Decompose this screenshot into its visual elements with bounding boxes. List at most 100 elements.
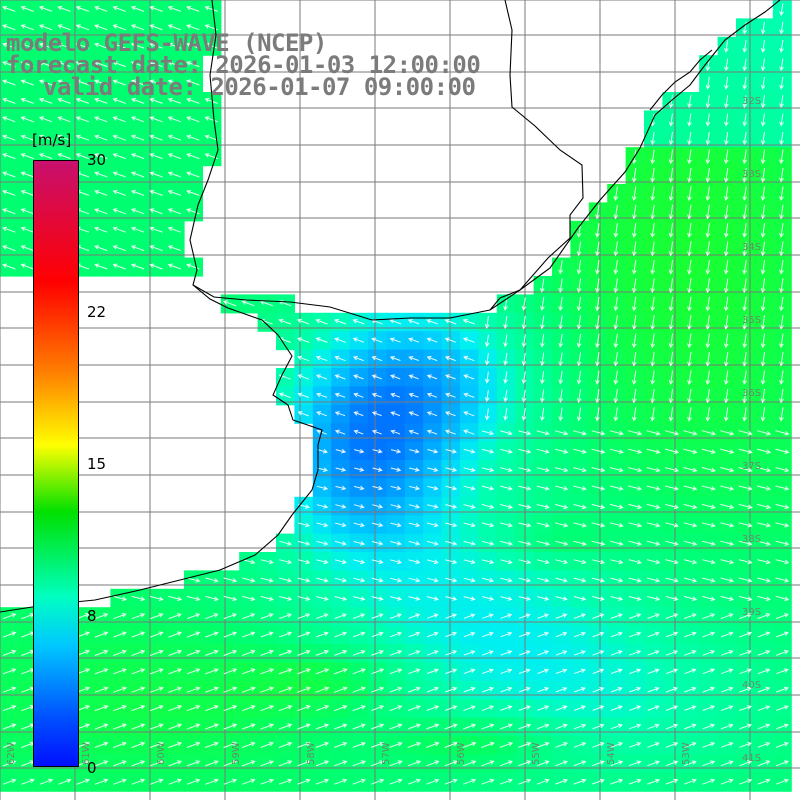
- wind-arrow: [536, 559, 550, 565]
- wind-arrow: [462, 760, 477, 767]
- lon-label: 61W: [81, 742, 92, 765]
- wind-arrow: [445, 485, 458, 491]
- wind-arrow: [647, 778, 661, 785]
- wind-arrow: [167, 171, 182, 178]
- wind-arrow: [521, 352, 527, 366]
- wind-arrow: [720, 613, 734, 620]
- wind-arrow: [613, 204, 619, 220]
- wind-arrow: [536, 448, 550, 454]
- wind-arrow: [168, 686, 183, 693]
- wind-arrow: [223, 577, 238, 583]
- wind-arrow: [112, 208, 126, 215]
- wind-arrow: [149, 171, 163, 178]
- wind-arrow: [57, 79, 71, 86]
- wind-arrow: [742, 149, 747, 165]
- wind-arrow: [775, 778, 789, 785]
- wind-arrow: [757, 577, 771, 583]
- wind-arrow: [665, 742, 679, 748]
- wind-arrow: [130, 153, 145, 160]
- wind-arrow: [664, 448, 680, 454]
- wind-arrow: [518, 741, 532, 748]
- wind-arrow: [353, 485, 365, 491]
- wind-arrow: [168, 613, 182, 620]
- wind-arrow: [574, 687, 586, 693]
- wind-arrow: [130, 263, 145, 270]
- wind-arrow: [518, 540, 532, 546]
- wind-arrow: [742, 131, 748, 146]
- wind-arrow: [427, 448, 439, 454]
- lon-label: 54W: [606, 742, 617, 765]
- wind-arrow: [536, 760, 550, 767]
- wind-arrow: [260, 778, 274, 785]
- wind-arrow: [591, 577, 605, 583]
- wind-arrow: [536, 467, 550, 473]
- wind-arrow: [315, 649, 330, 656]
- wind-arrow: [628, 559, 642, 565]
- wind-arrow: [683, 577, 698, 583]
- wind-arrow: [664, 430, 680, 436]
- wind-arrow: [389, 686, 403, 693]
- wind-arrow: [408, 559, 421, 565]
- wind-arrow: [94, 24, 108, 31]
- wind-arrow: [167, 153, 182, 160]
- wind-arrow: [757, 705, 771, 711]
- wind-arrow: [610, 668, 623, 675]
- wind-arrow: [149, 723, 164, 730]
- wind-arrow: [540, 407, 545, 422]
- wind-arrow: [775, 686, 789, 693]
- wind-arrow: [371, 631, 384, 638]
- wind-arrow: [742, 370, 747, 385]
- wind-arrow: [20, 245, 34, 252]
- wind-arrow: [279, 596, 293, 601]
- wind-arrow: [315, 374, 328, 380]
- wind-arrow: [687, 186, 692, 202]
- wind-arrow: [558, 352, 564, 367]
- wind-arrow: [463, 596, 476, 601]
- lat-label: 41S: [742, 753, 761, 764]
- wind-arrow: [481, 430, 495, 436]
- wind-arrow: [576, 278, 582, 293]
- wind-arrow: [334, 649, 348, 656]
- wind-arrow: [650, 407, 655, 422]
- wind-arrow: [684, 705, 697, 711]
- wind-arrow: [613, 223, 619, 238]
- wind-arrow: [426, 355, 438, 362]
- wind-arrow: [149, 97, 163, 104]
- wind-arrow: [352, 778, 366, 785]
- wind-arrow: [372, 504, 384, 509]
- wind-arrow: [462, 318, 475, 325]
- wind-arrow: [687, 167, 692, 183]
- wind-arrow: [647, 577, 661, 583]
- wind-arrow: [576, 260, 582, 275]
- wind-arrow: [334, 723, 348, 730]
- wind-arrow: [646, 522, 661, 528]
- wind-arrow: [683, 503, 698, 510]
- wind-arrow: [668, 167, 674, 183]
- coastline-segment: [489, 0, 781, 311]
- wind-arrow: [668, 407, 674, 422]
- wind-arrow: [742, 167, 747, 183]
- valid-date: valid date: 2026-01-07 09:00:00: [43, 73, 476, 101]
- wind-arrow: [463, 778, 477, 785]
- wind-arrow: [629, 686, 642, 693]
- wind-arrow: [595, 278, 600, 293]
- wind-arrow: [278, 649, 293, 656]
- wind-arrow: [760, 76, 766, 90]
- wind-arrow: [687, 204, 692, 220]
- wind-arrow: [426, 631, 439, 638]
- wind-arrow: [278, 741, 293, 748]
- wind-arrow: [57, 97, 71, 104]
- wind-arrow: [499, 723, 513, 730]
- wind-arrow: [130, 208, 145, 215]
- wind-arrow: [463, 723, 477, 730]
- wind-arrow: [186, 668, 201, 675]
- wind-arrow: [316, 540, 329, 546]
- wind-arrow: [333, 318, 347, 325]
- wind-arrow: [757, 760, 771, 767]
- wind-arrow: [2, 723, 17, 730]
- wind-arrow: [687, 351, 692, 367]
- wind-arrow: [554, 448, 569, 454]
- wind-arrow: [20, 263, 34, 270]
- wind-arrow: [646, 540, 661, 546]
